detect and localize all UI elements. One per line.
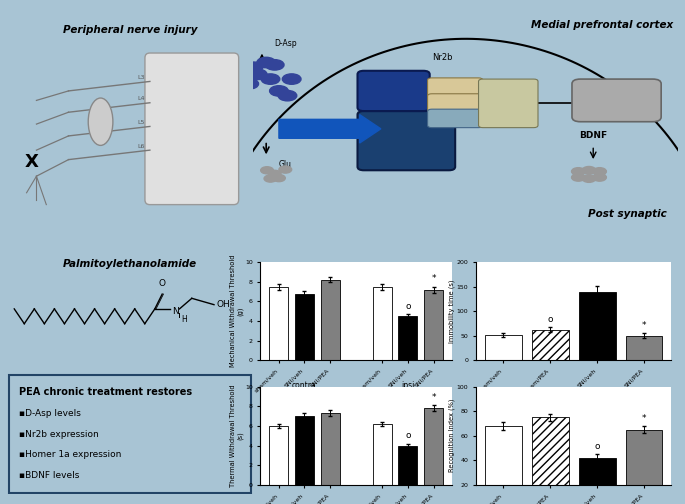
Text: PSD95: PSD95 [444,85,466,91]
Circle shape [249,69,267,80]
FancyArrow shape [279,114,381,143]
Circle shape [264,175,277,182]
Text: HOMER1a: HOMER1a [594,96,639,105]
Bar [579,291,616,360]
Circle shape [279,166,292,173]
FancyBboxPatch shape [572,79,661,122]
Text: BDNF: BDNF [579,132,608,140]
Text: Nr2b: Nr2b [432,53,452,62]
Ellipse shape [88,98,113,145]
Text: o: o [595,442,600,451]
Text: Peripheral nerve injury: Peripheral nerve injury [63,25,197,35]
Bar [532,330,569,360]
Text: ↑: ↑ [587,89,595,99]
Circle shape [278,90,297,101]
Text: X: X [25,153,38,171]
Circle shape [261,167,273,174]
Text: ▪Homer 1a expression: ▪Homer 1a expression [19,451,121,459]
Circle shape [244,62,263,73]
Text: N: N [172,306,179,316]
Bar [269,287,288,360]
FancyBboxPatch shape [427,78,483,98]
Y-axis label: Thermal Withdrawal Threshold
(s): Thermal Withdrawal Threshold (s) [230,385,244,487]
Bar [625,429,662,504]
FancyBboxPatch shape [358,111,455,170]
Text: Post synaptic: Post synaptic [588,209,667,219]
Circle shape [269,170,281,177]
Circle shape [582,175,596,182]
FancyBboxPatch shape [145,53,238,205]
Circle shape [273,174,285,181]
Circle shape [261,74,279,84]
Text: PEA chronic treatment restores: PEA chronic treatment restores [19,388,192,398]
Bar [532,417,569,504]
Text: ↑: ↑ [368,120,379,133]
Circle shape [270,86,288,96]
Text: *: * [432,393,436,402]
Text: L6: L6 [138,144,145,149]
Text: o: o [547,316,553,325]
Text: ▪BDNF levels: ▪BDNF levels [19,471,79,480]
Text: contra: contra [292,381,316,390]
Text: SHANK: SHANK [443,115,467,121]
Bar [373,287,392,360]
Text: Glu: Glu [279,160,292,169]
Bar [295,416,314,485]
Bar [425,408,443,485]
Text: *: * [642,414,646,423]
Text: *: * [432,274,436,283]
Bar [485,335,522,360]
Y-axis label: Mechanical Withdrawal Threshold
(g): Mechanical Withdrawal Threshold (g) [230,255,244,367]
Bar [399,316,417,360]
Y-axis label: Immobility time (s): Immobility time (s) [449,280,456,343]
Text: L5: L5 [138,120,145,125]
FancyBboxPatch shape [479,79,538,128]
Text: mGluR5: mGluR5 [385,143,427,153]
Text: o: o [406,302,411,311]
Text: D-Asp: D-Asp [275,39,297,48]
Bar [321,413,340,485]
Bar [399,446,417,485]
Bar [373,424,392,485]
Bar [579,458,616,504]
Text: GKAP: GKAP [446,100,464,106]
Text: O: O [159,279,166,288]
Text: L4: L4 [138,96,145,101]
Bar [321,280,340,360]
Text: Medial prefrontal cortex: Medial prefrontal cortex [531,20,673,30]
Text: L3: L3 [138,75,145,80]
Text: o: o [406,431,411,440]
FancyBboxPatch shape [358,71,429,111]
Circle shape [593,173,606,181]
Circle shape [282,74,301,84]
Text: ipsi: ipsi [401,381,414,390]
Bar [295,293,314,360]
Text: Palmitoylethanolamide: Palmitoylethanolamide [63,259,197,269]
Circle shape [582,166,596,174]
Y-axis label: Recognition Index (%): Recognition Index (%) [449,399,456,472]
Text: ▪D-Asp levels: ▪D-Asp levels [19,409,81,418]
Bar [425,290,443,360]
Text: NMDA: NMDA [378,86,409,95]
Circle shape [265,59,284,70]
Text: HOMER1a/6: HOMER1a/6 [490,101,527,106]
Circle shape [571,168,585,175]
Text: H: H [182,315,187,324]
FancyBboxPatch shape [427,109,483,128]
Circle shape [240,79,258,89]
Circle shape [257,57,275,68]
Bar [269,426,288,485]
Bar [625,336,662,360]
Text: ▪Nr2b expression: ▪Nr2b expression [19,430,99,439]
Circle shape [571,173,585,181]
Bar [485,426,522,504]
Text: OH: OH [216,300,230,309]
Text: *: * [642,322,646,331]
FancyBboxPatch shape [427,94,483,112]
Circle shape [593,168,606,175]
